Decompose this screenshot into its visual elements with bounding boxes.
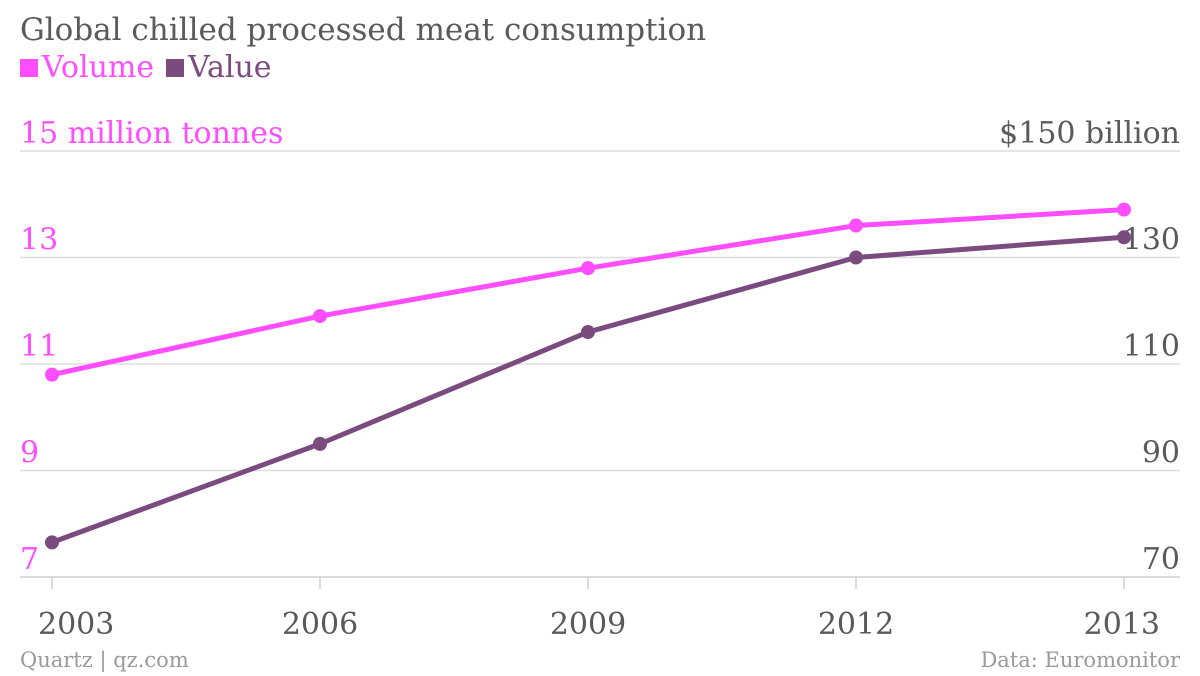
data-point-volume xyxy=(313,309,327,324)
data-point-value xyxy=(581,325,595,340)
y-left-tick-label: 7 xyxy=(20,542,39,577)
x-tick-label: 2009 xyxy=(550,607,626,642)
y-right-tick-label: 90 xyxy=(1142,436,1180,471)
y-left-tick-label: 9 xyxy=(20,436,39,471)
y-right-tick-label: 130 xyxy=(1123,223,1180,258)
data-point-volume xyxy=(45,367,59,382)
legend-label-value: Value xyxy=(188,50,272,85)
y-left-tick-label: 15 million tonnes xyxy=(20,116,283,151)
data-point-volume xyxy=(581,261,595,276)
data-point-value xyxy=(1117,230,1131,245)
footer-source-right: Data: Euromonitor xyxy=(980,648,1180,672)
data-point-volume xyxy=(1117,202,1131,217)
y-right-tick-label: $150 billion xyxy=(999,116,1180,151)
legend-swatch-volume xyxy=(20,58,38,77)
data-point-value xyxy=(45,535,59,550)
y-left-tick-label: 11 xyxy=(20,329,58,364)
series-line-value xyxy=(49,234,1127,545)
legend-item-volume: Volume xyxy=(20,50,154,85)
x-tick-label: 2003 xyxy=(38,607,114,642)
x-tick-label: 2006 xyxy=(282,607,358,642)
series-line-volume xyxy=(49,207,1127,378)
chart-legend: Volume Value xyxy=(20,50,272,85)
x-tick-label: 2013 xyxy=(1084,607,1160,642)
legend-item-value: Value xyxy=(166,50,272,85)
chart-title: Global chilled processed meat consumptio… xyxy=(20,12,707,48)
data-point-value xyxy=(313,436,327,451)
legend-swatch-value xyxy=(166,58,185,77)
y-left-tick-label: 13 xyxy=(20,223,58,258)
x-tick-label: 2012 xyxy=(818,607,894,642)
legend-label-volume: Volume xyxy=(42,50,155,85)
footer-source-left: Quartz | qz.com xyxy=(20,648,189,672)
data-point-volume xyxy=(849,218,863,233)
y-right-tick-label: 70 xyxy=(1142,542,1180,577)
data-point-value xyxy=(849,250,863,265)
y-right-tick-label: 110 xyxy=(1123,329,1180,364)
